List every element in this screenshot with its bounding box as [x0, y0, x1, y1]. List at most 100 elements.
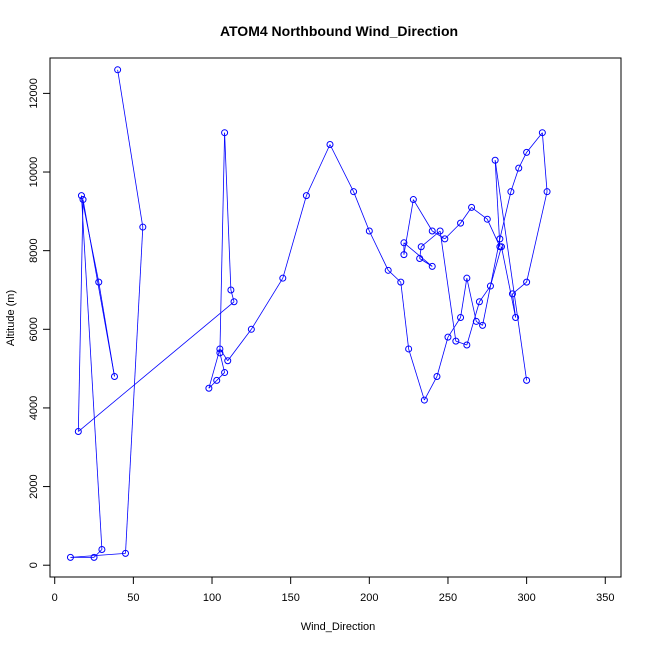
y-tick-label: 4000	[28, 396, 40, 420]
series-segment	[432, 230, 446, 240]
x-tick-label: 0	[52, 592, 58, 604]
data-point	[457, 219, 465, 227]
data-point	[433, 372, 441, 380]
y-tick-label: 6000	[28, 317, 40, 341]
series-segment	[93, 549, 103, 558]
data-point	[227, 286, 235, 294]
data-point	[279, 274, 287, 282]
data-point	[523, 148, 531, 156]
series-segment	[444, 222, 461, 240]
series-segment	[216, 372, 225, 381]
series-segment	[78, 301, 235, 432]
series-segment	[408, 348, 425, 401]
data-point	[483, 215, 491, 223]
data-point	[213, 376, 221, 384]
x-tick-label: 300	[517, 592, 535, 604]
series-segment	[251, 277, 284, 330]
data-point	[397, 278, 405, 286]
data-point	[512, 314, 520, 321]
data-point	[216, 349, 224, 357]
data-point	[523, 376, 531, 384]
data-point	[122, 549, 130, 557]
data-point	[472, 317, 480, 325]
data-point	[496, 235, 504, 243]
series-lines	[70, 69, 548, 558]
series-segment	[486, 219, 501, 247]
series-segment	[77, 199, 84, 432]
x-axis: 0 50 100 150 200 250 300 350	[52, 576, 614, 604]
data-point	[205, 384, 213, 392]
series-segment	[490, 246, 502, 287]
y-axis: 0 2000 4000 6000 8000 10000 12000	[28, 78, 51, 568]
series-segment	[306, 144, 331, 196]
series-segment	[526, 191, 548, 283]
data-point	[508, 290, 516, 298]
series-segment	[424, 376, 438, 401]
data-point	[302, 192, 310, 200]
data-point	[496, 243, 504, 251]
x-tick-label: 200	[360, 592, 378, 604]
data-point	[457, 314, 465, 321]
series-segment	[494, 160, 528, 381]
data-point	[444, 333, 452, 341]
series-segment	[436, 337, 449, 377]
data-point	[436, 227, 444, 235]
x-tick-label: 150	[281, 592, 299, 604]
series-segment	[439, 230, 457, 342]
data-point	[230, 298, 238, 306]
data-point	[479, 321, 487, 329]
data-point	[247, 325, 255, 333]
series-segment	[455, 340, 467, 346]
series-segment	[403, 242, 433, 267]
x-tick-label: 100	[203, 592, 221, 604]
x-tick-label: 250	[439, 592, 457, 604]
series-segment	[219, 132, 226, 353]
series-segment	[227, 329, 252, 361]
series-segment	[526, 132, 543, 153]
data-point	[90, 553, 98, 561]
series-segment	[70, 553, 126, 558]
series-segment	[82, 199, 115, 377]
series-segment	[413, 199, 433, 232]
plot-frame	[49, 57, 622, 578]
y-axis-label: Altitude (m)	[5, 290, 17, 346]
x-tick-label: 50	[127, 592, 139, 604]
x-tick-label: 350	[596, 592, 614, 604]
data-point	[216, 345, 224, 353]
data-point	[491, 156, 499, 164]
series-segment	[510, 167, 520, 192]
data-point	[420, 396, 428, 404]
series-segment	[224, 132, 232, 290]
data-point	[95, 278, 103, 286]
data-point	[417, 243, 425, 251]
data-point	[400, 239, 408, 247]
data-point	[221, 129, 229, 137]
series-segment	[282, 195, 307, 279]
data-point	[543, 188, 551, 196]
data-point	[77, 192, 85, 200]
y-tick-label: 10000	[28, 157, 40, 188]
data-point	[428, 227, 436, 235]
series-segment	[353, 191, 370, 232]
data-point	[452, 337, 460, 345]
series-segment	[208, 380, 218, 389]
series-segment	[368, 230, 389, 271]
data-point	[538, 129, 546, 137]
data-point	[384, 266, 392, 274]
data-point	[79, 196, 87, 204]
data-point	[416, 255, 424, 263]
data-point	[515, 164, 523, 172]
y-tick-label: 0	[28, 562, 40, 568]
data-point	[74, 428, 82, 436]
series-segment	[476, 321, 483, 326]
series-segment	[541, 132, 548, 192]
data-point	[221, 369, 229, 377]
data-point	[507, 188, 515, 196]
data-point	[409, 196, 417, 204]
data-point	[66, 553, 74, 561]
data-point	[441, 235, 449, 243]
series-segment	[400, 282, 410, 350]
x-axis-label: Wind_Direction	[301, 621, 376, 633]
data-point	[405, 345, 413, 353]
